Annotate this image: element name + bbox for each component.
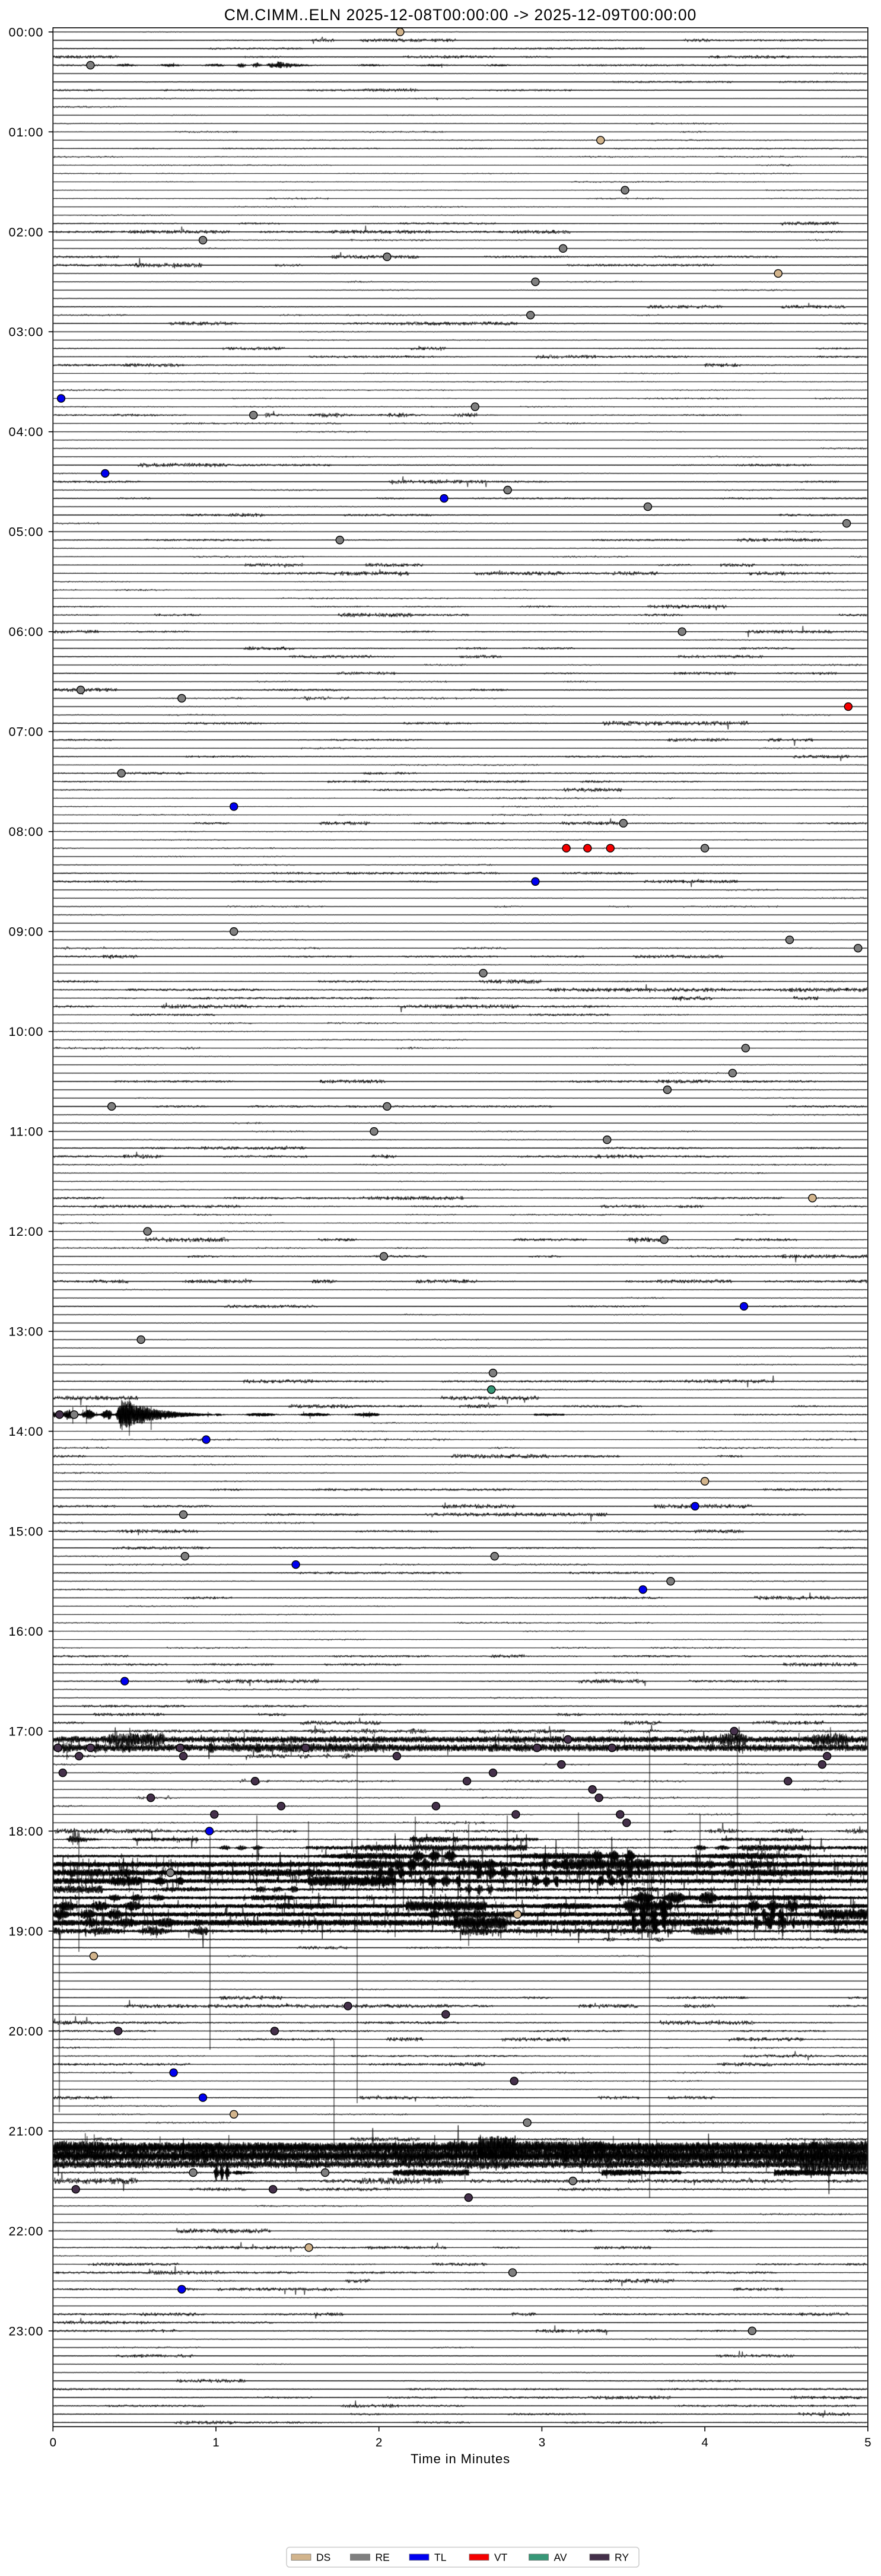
svg-text:06:00: 06:00 xyxy=(8,625,43,639)
svg-text:04:00: 04:00 xyxy=(8,425,43,439)
svg-text:23:00: 23:00 xyxy=(8,2324,43,2338)
svg-text:03:00: 03:00 xyxy=(8,325,43,339)
svg-text:2: 2 xyxy=(376,2435,382,2449)
svg-text:11:00: 11:00 xyxy=(9,1125,43,1139)
svg-text:19:00: 19:00 xyxy=(8,1924,43,1938)
svg-text:18:00: 18:00 xyxy=(8,1824,43,1839)
svg-text:22:00: 22:00 xyxy=(8,2224,43,2238)
svg-text:1: 1 xyxy=(212,2435,219,2449)
svg-text:RE: RE xyxy=(376,2552,390,2564)
svg-text:RY: RY xyxy=(615,2552,629,2564)
svg-text:17:00: 17:00 xyxy=(8,1724,43,1738)
svg-text:16:00: 16:00 xyxy=(8,1624,43,1639)
svg-text:15:00: 15:00 xyxy=(8,1525,43,1539)
svg-text:05:00: 05:00 xyxy=(8,525,43,539)
svg-text:10:00: 10:00 xyxy=(8,1025,43,1039)
svg-text:00:00: 00:00 xyxy=(8,25,43,39)
svg-text:4: 4 xyxy=(701,2435,708,2449)
svg-text:02:00: 02:00 xyxy=(8,225,43,239)
svg-text:DS: DS xyxy=(316,2552,330,2564)
svg-text:TL: TL xyxy=(434,2552,447,2564)
svg-text:Time in Minutes: Time in Minutes xyxy=(411,2451,510,2466)
svg-text:21:00: 21:00 xyxy=(8,2124,43,2138)
svg-text:CM.CIMM..ELN 2025-12-08T00:00: CM.CIMM..ELN 2025-12-08T00:00:00 -> 2025… xyxy=(224,6,697,24)
svg-text:12:00: 12:00 xyxy=(8,1225,43,1239)
svg-text:09:00: 09:00 xyxy=(8,925,43,939)
svg-text:08:00: 08:00 xyxy=(8,825,43,839)
svg-text:07:00: 07:00 xyxy=(8,725,43,739)
svg-text:0: 0 xyxy=(50,2435,56,2449)
svg-text:01:00: 01:00 xyxy=(8,125,43,139)
svg-text:20:00: 20:00 xyxy=(8,2024,43,2038)
svg-text:AV: AV xyxy=(554,2552,567,2564)
svg-text:3: 3 xyxy=(539,2435,545,2449)
svg-text:VT: VT xyxy=(494,2552,508,2564)
svg-text:5: 5 xyxy=(864,2435,871,2449)
svg-text:14:00: 14:00 xyxy=(8,1424,43,1439)
svg-text:13:00: 13:00 xyxy=(8,1325,43,1339)
